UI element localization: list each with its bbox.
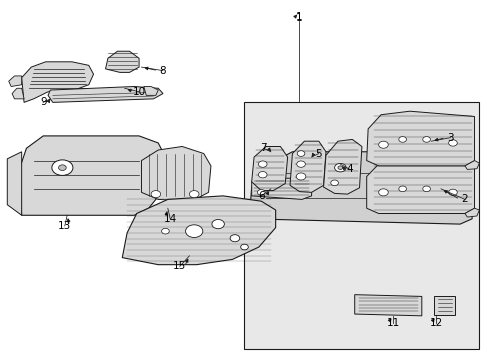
Circle shape bbox=[422, 186, 429, 192]
Circle shape bbox=[447, 189, 456, 195]
Circle shape bbox=[337, 166, 342, 170]
Circle shape bbox=[240, 244, 248, 250]
Circle shape bbox=[258, 171, 266, 178]
Polygon shape bbox=[354, 294, 421, 316]
Polygon shape bbox=[366, 159, 473, 213]
Text: 13: 13 bbox=[58, 221, 71, 231]
Text: 9: 9 bbox=[40, 98, 46, 107]
Circle shape bbox=[257, 189, 264, 195]
Circle shape bbox=[161, 228, 169, 234]
Circle shape bbox=[211, 220, 224, 229]
Polygon shape bbox=[464, 161, 478, 170]
Text: 2: 2 bbox=[461, 194, 468, 204]
Polygon shape bbox=[21, 62, 93, 102]
Circle shape bbox=[59, 165, 66, 171]
Text: 6: 6 bbox=[258, 191, 264, 201]
Circle shape bbox=[52, 160, 73, 175]
Circle shape bbox=[398, 136, 406, 142]
Text: 12: 12 bbox=[428, 318, 442, 328]
Circle shape bbox=[297, 151, 304, 156]
Polygon shape bbox=[251, 178, 311, 199]
Text: 1: 1 bbox=[295, 13, 302, 23]
Circle shape bbox=[185, 225, 203, 238]
Circle shape bbox=[296, 173, 305, 180]
Polygon shape bbox=[12, 88, 24, 99]
Circle shape bbox=[189, 190, 199, 198]
Circle shape bbox=[258, 161, 266, 167]
Polygon shape bbox=[323, 139, 361, 194]
Circle shape bbox=[371, 178, 385, 189]
Polygon shape bbox=[289, 141, 325, 192]
Circle shape bbox=[422, 136, 429, 142]
Polygon shape bbox=[433, 296, 454, 315]
Polygon shape bbox=[143, 86, 158, 95]
Polygon shape bbox=[251, 147, 287, 190]
Circle shape bbox=[378, 189, 387, 196]
Polygon shape bbox=[19, 136, 165, 215]
Circle shape bbox=[151, 190, 160, 198]
Text: 5: 5 bbox=[315, 149, 322, 158]
Polygon shape bbox=[7, 152, 21, 215]
Circle shape bbox=[330, 180, 338, 186]
Circle shape bbox=[341, 177, 358, 190]
Polygon shape bbox=[464, 208, 478, 217]
Text: 10: 10 bbox=[132, 87, 145, 97]
Text: 7: 7 bbox=[260, 143, 266, 153]
Polygon shape bbox=[366, 111, 473, 166]
Circle shape bbox=[447, 140, 456, 146]
Text: 8: 8 bbox=[160, 66, 166, 76]
Text: 4: 4 bbox=[346, 165, 352, 174]
Polygon shape bbox=[9, 76, 21, 86]
Circle shape bbox=[296, 161, 305, 167]
Polygon shape bbox=[249, 152, 471, 224]
Text: 14: 14 bbox=[163, 214, 177, 224]
Polygon shape bbox=[122, 196, 275, 265]
Circle shape bbox=[378, 141, 387, 148]
Bar bbox=[244, 102, 478, 349]
Text: 11: 11 bbox=[386, 318, 399, 328]
Polygon shape bbox=[141, 147, 210, 201]
Text: 15: 15 bbox=[173, 261, 186, 271]
Polygon shape bbox=[48, 86, 163, 102]
Text: 1: 1 bbox=[295, 12, 302, 22]
Circle shape bbox=[230, 235, 239, 242]
Circle shape bbox=[334, 163, 346, 172]
Circle shape bbox=[398, 186, 406, 192]
Polygon shape bbox=[105, 51, 139, 72]
Text: 3: 3 bbox=[447, 133, 453, 143]
